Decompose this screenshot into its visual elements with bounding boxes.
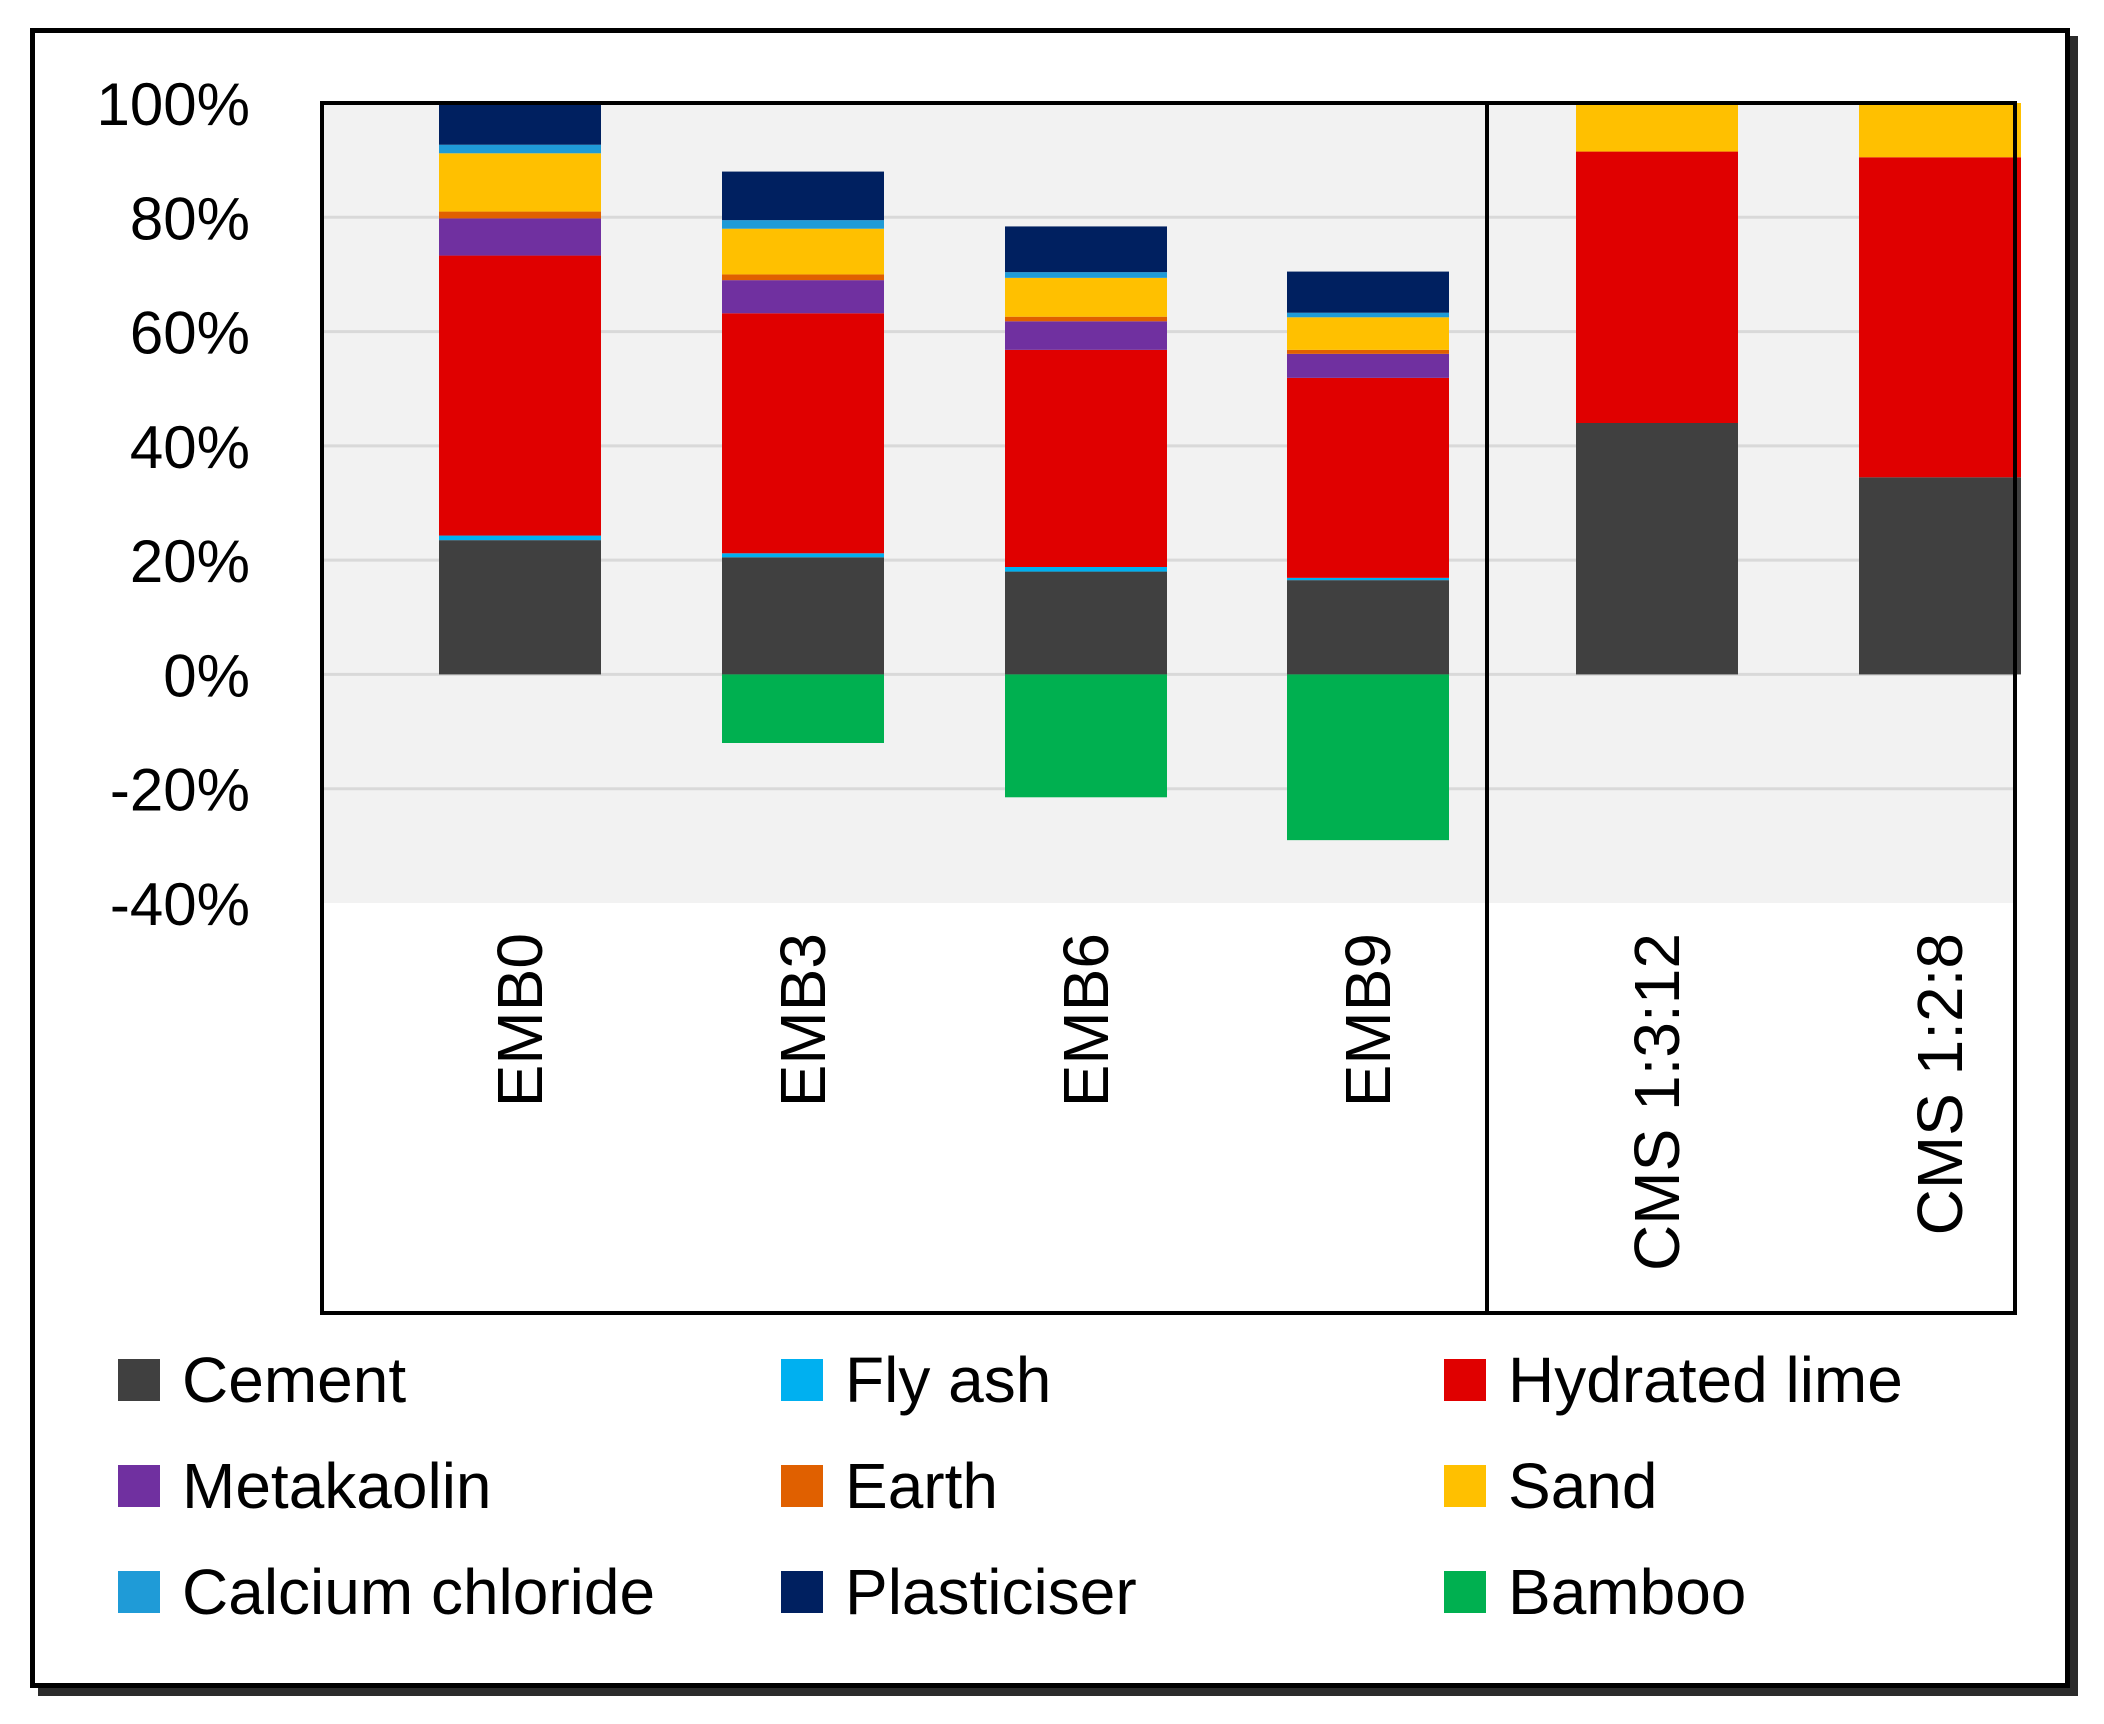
bar-segment-metakaolin bbox=[722, 280, 884, 314]
bar-segment-calcium-chloride bbox=[722, 220, 884, 229]
legend-label: Fly ash bbox=[845, 1344, 1052, 1416]
legend-swatch bbox=[118, 1465, 160, 1507]
legend-item: Plasticiser bbox=[781, 1556, 1137, 1628]
bar-segment-hydrated-lime bbox=[1287, 377, 1449, 578]
bar-segment-metakaolin bbox=[439, 218, 601, 256]
legend-swatch bbox=[781, 1359, 823, 1401]
legend-label: Calcium chloride bbox=[182, 1556, 656, 1628]
bar-segment-calcium-chloride bbox=[439, 144, 601, 154]
y-tick-label: 40% bbox=[130, 414, 250, 481]
y-tick-label: 60% bbox=[130, 300, 250, 367]
legend-swatch bbox=[1444, 1359, 1486, 1401]
legend-label: Sand bbox=[1508, 1450, 1658, 1522]
legend-item: Bamboo bbox=[1444, 1556, 1747, 1628]
bar-segment-sand bbox=[1005, 277, 1167, 317]
y-tick-label: 100% bbox=[97, 71, 250, 138]
x-category-label: EMB0 bbox=[484, 933, 556, 1107]
bar-segment-calcium-chloride bbox=[1005, 272, 1167, 278]
legend-swatch bbox=[781, 1465, 823, 1507]
x-category-label: EMB6 bbox=[1050, 933, 1122, 1107]
bar-segment-plasticiser bbox=[1287, 271, 1449, 313]
x-category-label: CMS 1:2:8 bbox=[1904, 933, 1976, 1235]
legend-label: Plasticiser bbox=[845, 1556, 1137, 1628]
bar-segment-plasticiser bbox=[439, 103, 601, 145]
legend-swatch bbox=[1444, 1571, 1486, 1613]
bar-segment-hydrated-lime bbox=[1005, 349, 1167, 567]
bar-segment-fly-ash bbox=[1287, 577, 1449, 581]
bar-segment-metakaolin bbox=[1287, 353, 1449, 378]
bar-segment-cement bbox=[1005, 571, 1167, 675]
y-tick-label: -20% bbox=[110, 757, 250, 824]
legend-item: Cement bbox=[118, 1344, 407, 1416]
bar-segment-fly-ash bbox=[439, 535, 601, 541]
bar-segment-bamboo bbox=[1005, 674, 1167, 798]
bar-segment-metakaolin bbox=[1005, 321, 1167, 350]
bar-segment-sand bbox=[1287, 317, 1449, 350]
bar-segment-sand bbox=[1859, 103, 2021, 158]
figure-frame: 100% 80% 60% 40% 20% 0% -20% -40% EMB0 EMB3 EMB6 E… bbox=[30, 28, 2070, 1688]
legend-item: Sand bbox=[1444, 1450, 1658, 1522]
legend-item: Fly ash bbox=[781, 1344, 1052, 1416]
x-category-label: EMB3 bbox=[767, 933, 839, 1107]
legend-item: Metakaolin bbox=[118, 1450, 492, 1522]
bar-segment-plasticiser bbox=[722, 171, 884, 221]
bar-segment-sand bbox=[1576, 103, 1738, 152]
legend-swatch bbox=[118, 1571, 160, 1613]
bar-segment-sand bbox=[722, 228, 884, 275]
bar-segment-bamboo bbox=[722, 674, 884, 743]
legend: Cement Fly ash Hydrated lime Metakaolin Eart… bbox=[118, 1344, 2018, 1675]
bar-segment-earth bbox=[1005, 316, 1167, 322]
bar-segment-earth bbox=[1287, 349, 1449, 354]
y-tick-label: 0% bbox=[163, 642, 250, 709]
legend-swatch bbox=[781, 1571, 823, 1613]
bar-segment-calcium-chloride bbox=[1287, 312, 1449, 318]
legend-label: Bamboo bbox=[1508, 1556, 1747, 1628]
x-axis-labels: EMB0 EMB3 EMB6 EMB9 CMS 1:3:12 CMS 1:2:8 bbox=[484, 933, 1976, 1271]
legend-swatch bbox=[118, 1359, 160, 1401]
x-category-label: EMB9 bbox=[1332, 933, 1404, 1107]
legend-label: Earth bbox=[845, 1450, 998, 1522]
bar-segment-hydrated-lime bbox=[722, 313, 884, 554]
bar-segment-hydrated-lime bbox=[1576, 151, 1738, 424]
legend-item: Hydrated lime bbox=[1444, 1344, 1903, 1416]
legend-label: Metakaolin bbox=[182, 1450, 492, 1522]
y-tick-label: 80% bbox=[130, 185, 250, 252]
bar-segment-cement bbox=[722, 557, 884, 675]
bar-segment-earth bbox=[439, 211, 601, 219]
bar-segment-bamboo bbox=[1287, 674, 1449, 841]
bar-segment-earth bbox=[722, 274, 884, 281]
bar-segment-fly-ash bbox=[722, 553, 884, 558]
bar-segment-cement bbox=[439, 540, 601, 675]
bar-segment-plasticiser bbox=[1005, 226, 1167, 273]
y-axis-ticks: 100% 80% 60% 40% 20% 0% -20% -40% bbox=[97, 71, 250, 938]
stacked-bar-chart: 100%80%60%40%20%0%-20%-40% EMB0 EMB3 EMB6 E… bbox=[97, 71, 2021, 1315]
legend-label: Hydrated lime bbox=[1508, 1344, 1903, 1416]
bar-segment-sand bbox=[439, 153, 601, 212]
bars bbox=[439, 103, 2021, 841]
bar-segment-hydrated-lime bbox=[439, 255, 601, 536]
y-tick-label: 20% bbox=[130, 528, 250, 595]
bar-segment-cement bbox=[1287, 580, 1449, 675]
legend-label: Cement bbox=[182, 1344, 407, 1416]
bar-segment-cement bbox=[1576, 423, 1738, 675]
x-category-label: CMS 1:3:12 bbox=[1621, 933, 1693, 1271]
bar-segment-cement bbox=[1859, 477, 2021, 675]
legend-item: Earth bbox=[781, 1450, 998, 1522]
bar-segment-hydrated-lime bbox=[1859, 157, 2021, 478]
legend-item: Calcium chloride bbox=[118, 1556, 656, 1628]
bar-segment-fly-ash bbox=[1005, 567, 1167, 572]
plot-frame bbox=[320, 101, 2017, 1315]
legend-swatch bbox=[1444, 1465, 1486, 1507]
y-tick-label: -40% bbox=[110, 871, 250, 938]
